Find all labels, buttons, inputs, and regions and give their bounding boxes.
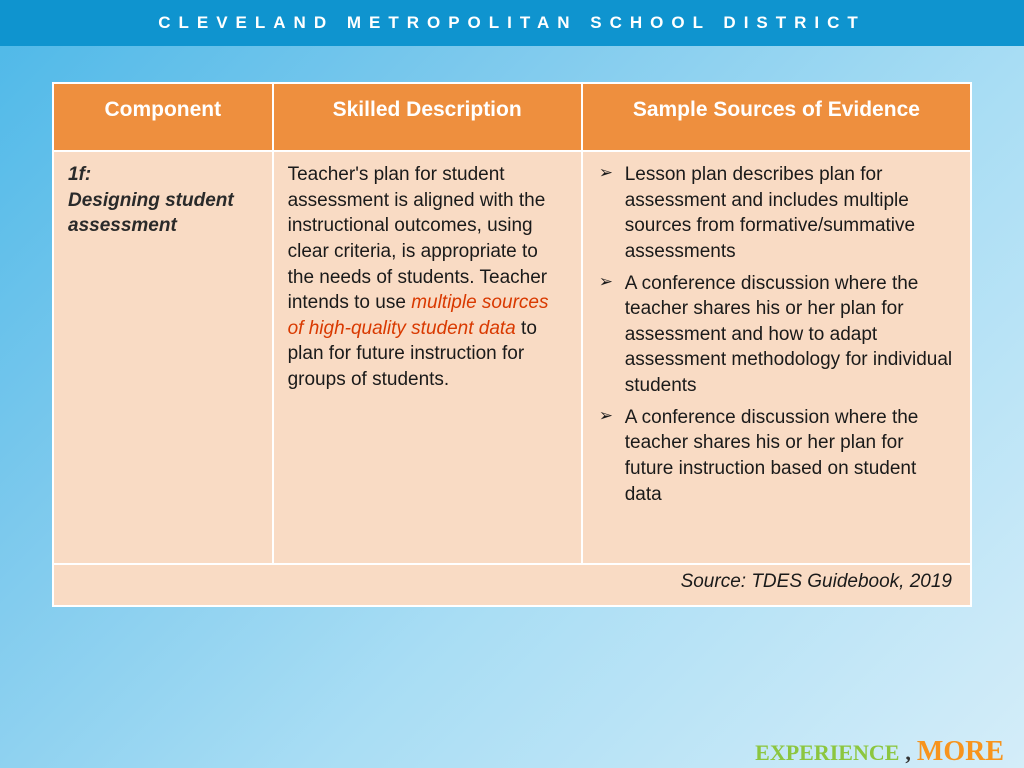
evidence-item: Lesson plan describes plan for assessmen… xyxy=(597,162,956,265)
footer-comma: , xyxy=(905,740,911,766)
col-header-description: Skilled Description xyxy=(273,83,582,151)
col-header-evidence: Sample Sources of Evidence xyxy=(582,83,971,151)
header-bar: CLEVELAND METROPOLITAN SCHOOL DISTRICT xyxy=(0,0,1024,46)
component-title: Designing student assessment xyxy=(68,188,258,239)
evidence-item: A conference discussion where the teache… xyxy=(597,405,956,508)
evidence-list: Lesson plan describes plan for assessmen… xyxy=(597,162,956,507)
table-row: 1f: Designing student assessment Teacher… xyxy=(53,151,971,564)
footer-word2: MORE xyxy=(917,736,1004,768)
header-title: CLEVELAND METROPOLITAN SCHOOL DISTRICT xyxy=(158,13,866,33)
evidence-item: A conference discussion where the teache… xyxy=(597,271,956,399)
cell-component: 1f: Designing student assessment xyxy=(53,151,273,564)
component-code: 1f: xyxy=(68,162,258,188)
rubric-table: Component Skilled Description Sample Sou… xyxy=(52,82,972,607)
source-cell: Source: TDES Guidebook, 2019 xyxy=(53,564,971,606)
table-header-row: Component Skilled Description Sample Sou… xyxy=(53,83,971,151)
cell-evidence: Lesson plan describes plan for assessmen… xyxy=(582,151,971,564)
table-source-row: Source: TDES Guidebook, 2019 xyxy=(53,564,971,606)
source-text: Source: TDES Guidebook, 2019 xyxy=(681,571,952,592)
col-header-component: Component xyxy=(53,83,273,151)
footer-word1: EXPERIENCE xyxy=(755,740,899,766)
description-pre: Teacher's plan for student assessment is… xyxy=(288,164,548,313)
cell-description: Teacher's plan for student assessment is… xyxy=(273,151,582,564)
footer-logo: EXPERIENCE , MORE xyxy=(755,736,1004,768)
